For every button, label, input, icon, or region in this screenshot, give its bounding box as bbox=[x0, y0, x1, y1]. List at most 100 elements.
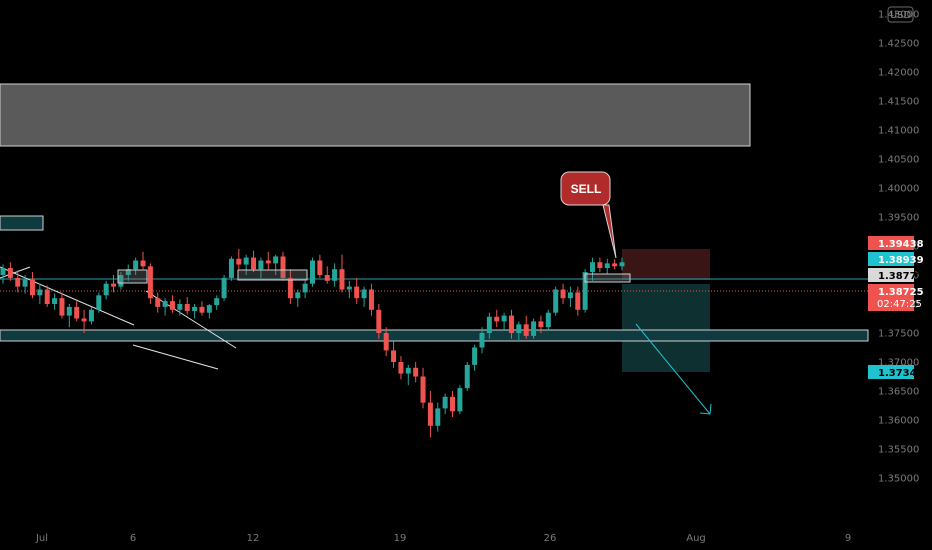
svg-text:1.38772: 1.38772 bbox=[878, 271, 924, 282]
candle bbox=[140, 251, 146, 270]
currency-badge[interactable]: USD bbox=[887, 6, 914, 23]
candle bbox=[413, 362, 419, 383]
pivot-box-1[interactable] bbox=[117, 269, 148, 284]
candle bbox=[103, 280, 109, 300]
candle bbox=[332, 263, 338, 287]
candle-body bbox=[398, 362, 404, 374]
y-tick-label: 1.41000 bbox=[878, 126, 919, 137]
price-tag-entry: 1.38772 bbox=[868, 268, 924, 282]
candle bbox=[398, 356, 404, 380]
support-zone[interactable] bbox=[0, 329, 869, 342]
x-axis[interactable]: Jul 6 12 19 26 Aug 9 bbox=[35, 533, 851, 544]
candle bbox=[376, 304, 382, 339]
candle bbox=[590, 257, 596, 281]
candle bbox=[567, 286, 573, 307]
small-level-box[interactable] bbox=[0, 215, 44, 231]
candle-body bbox=[427, 402, 433, 426]
candle-body bbox=[531, 321, 537, 336]
wedge-upper-line-2[interactable] bbox=[145, 290, 237, 349]
pivot-box-2[interactable] bbox=[237, 269, 308, 281]
candle bbox=[560, 283, 566, 304]
candle-body bbox=[199, 306, 205, 313]
countdown-label: 02:47:25 bbox=[877, 299, 922, 310]
candle bbox=[516, 321, 522, 342]
y-tick-label: 1.36000 bbox=[878, 416, 919, 427]
candle bbox=[125, 264, 131, 281]
candle-body bbox=[413, 367, 419, 377]
candle bbox=[251, 250, 257, 273]
candle-body bbox=[37, 289, 43, 296]
svg-text:1.38725: 1.38725 bbox=[878, 287, 924, 298]
candle bbox=[206, 304, 212, 319]
candle bbox=[96, 292, 102, 313]
candle-body bbox=[96, 295, 102, 310]
candle-body bbox=[44, 289, 50, 304]
candle bbox=[280, 251, 286, 281]
candle bbox=[405, 364, 411, 386]
wedge-lower-line[interactable] bbox=[132, 344, 219, 370]
candle bbox=[619, 257, 625, 271]
price-tag-last: 1.38725 02:47:25 bbox=[868, 284, 924, 311]
candle-body bbox=[295, 292, 301, 299]
candle bbox=[383, 327, 389, 357]
pivot-box-3[interactable] bbox=[584, 273, 631, 283]
candle bbox=[420, 367, 426, 409]
candle-body bbox=[391, 350, 397, 362]
candle bbox=[472, 344, 478, 371]
candle-body bbox=[302, 283, 308, 293]
candle-body bbox=[7, 268, 13, 278]
candle bbox=[111, 275, 117, 293]
candle bbox=[184, 297, 190, 315]
candle-body bbox=[214, 298, 220, 306]
y-tick-label: 1.35500 bbox=[878, 445, 919, 456]
x-tick-label: Aug bbox=[686, 533, 706, 544]
y-tick-label: 1.36500 bbox=[878, 387, 919, 398]
candle bbox=[450, 391, 456, 418]
candle bbox=[88, 306, 94, 325]
candle bbox=[199, 301, 205, 316]
candle-body bbox=[545, 312, 551, 328]
supply-zone[interactable] bbox=[0, 83, 751, 147]
candle-body bbox=[265, 260, 271, 264]
sell-callout[interactable]: SELL bbox=[560, 171, 617, 259]
stop-region bbox=[622, 249, 710, 280]
y-tick-label: 1.39500 bbox=[878, 213, 919, 224]
x-tick-label: 9 bbox=[845, 533, 851, 544]
candle-body bbox=[567, 292, 573, 299]
price-tag-stop: 1.39438 bbox=[868, 236, 924, 250]
candle bbox=[361, 286, 367, 307]
wedge-upper-line[interactable] bbox=[0, 266, 135, 326]
candle bbox=[177, 299, 183, 316]
candle-body bbox=[29, 279, 35, 296]
candle-body bbox=[140, 260, 146, 267]
candle-body bbox=[258, 260, 264, 270]
candle bbox=[133, 257, 139, 275]
candle-body bbox=[324, 275, 330, 281]
candle bbox=[339, 254, 345, 293]
candle-body bbox=[169, 301, 175, 310]
candle bbox=[22, 275, 28, 294]
candle-body bbox=[317, 260, 323, 275]
candle bbox=[258, 257, 264, 278]
candle bbox=[155, 292, 161, 313]
candle bbox=[464, 362, 470, 391]
candle-body bbox=[310, 260, 315, 284]
candle-body bbox=[604, 263, 610, 269]
candle-body bbox=[162, 301, 168, 307]
candle bbox=[0, 264, 6, 284]
candle-body bbox=[177, 304, 183, 310]
candle-body bbox=[184, 304, 190, 311]
candle bbox=[479, 327, 485, 354]
candle bbox=[66, 304, 72, 328]
candle bbox=[162, 298, 168, 316]
y-tick-label: 1.41500 bbox=[878, 97, 919, 108]
candle bbox=[118, 272, 124, 290]
wedge-left-line[interactable] bbox=[0, 266, 31, 279]
candle-body bbox=[346, 286, 352, 290]
candle-body bbox=[516, 324, 522, 333]
candle-body bbox=[442, 396, 448, 409]
candle bbox=[604, 258, 610, 274]
price-tag-target: 1.37346 bbox=[868, 365, 924, 379]
candle bbox=[214, 295, 220, 310]
